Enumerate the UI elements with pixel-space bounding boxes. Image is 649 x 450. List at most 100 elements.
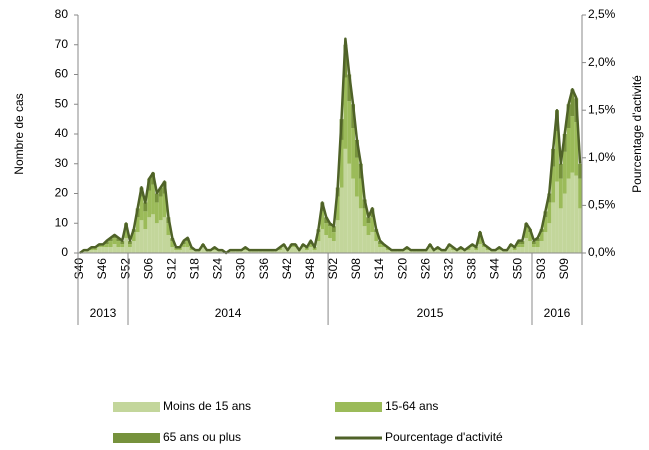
bar: [120, 244, 125, 248]
bar: [104, 241, 109, 245]
bar: [524, 238, 529, 253]
bar: [124, 238, 129, 253]
bar: [139, 220, 144, 253]
bar: [331, 226, 336, 233]
bar: [428, 247, 432, 253]
bar: [358, 178, 363, 209]
bar: [578, 178, 582, 209]
bar: [131, 232, 136, 242]
bar: [351, 178, 356, 253]
bar: [470, 247, 475, 253]
bar: [539, 241, 544, 253]
x-tick-label: S02: [326, 258, 340, 280]
bar: [362, 226, 367, 253]
bar: [451, 250, 456, 253]
bar: [405, 250, 409, 253]
bar: [147, 217, 152, 253]
x-tick-label: S18: [188, 258, 202, 280]
bar: [574, 122, 579, 176]
bar: [204, 250, 209, 253]
bar: [239, 250, 244, 253]
bar: [497, 250, 502, 253]
bar: [143, 202, 148, 212]
x-tick-label: S38: [465, 258, 479, 280]
bar: [551, 166, 556, 203]
bar: [174, 250, 179, 253]
bar: [535, 238, 540, 242]
bar: [378, 241, 382, 245]
x-tick-label: S26: [418, 258, 432, 280]
bar: [89, 250, 94, 253]
x-tick-label: S03: [534, 258, 548, 280]
y-tick-label: 70: [55, 37, 69, 51]
bar: [562, 151, 567, 194]
bar: [366, 223, 371, 236]
x-tick-label: S08: [349, 258, 363, 280]
bar: [335, 220, 340, 253]
bar: [178, 250, 182, 253]
bar: [158, 220, 163, 253]
bar: [331, 241, 336, 253]
bar: [251, 250, 255, 253]
bar: [489, 250, 494, 253]
x-tick-label: S50: [511, 258, 525, 280]
bar: [412, 250, 417, 253]
x-tick-label: S32: [441, 258, 455, 280]
legend-label: Moins de 15 ans: [163, 399, 251, 413]
legend-swatch: [335, 402, 382, 412]
bar: [370, 217, 375, 233]
bar: [181, 247, 186, 253]
x-group-label: 2015: [417, 306, 444, 320]
bar: [151, 184, 155, 215]
bar: [316, 241, 321, 253]
bar: [385, 250, 390, 253]
bar: [320, 229, 325, 253]
bar: [131, 241, 136, 253]
y-tick-label: 30: [55, 156, 69, 170]
bar: [308, 244, 313, 248]
bar: [128, 244, 132, 248]
bar: [547, 202, 552, 224]
bar: [320, 211, 325, 230]
bar: [335, 196, 340, 221]
bar: [528, 241, 532, 253]
bar: [108, 247, 113, 253]
bar: [555, 131, 559, 182]
bar: [558, 163, 563, 179]
x-tick-label: S12: [164, 258, 178, 280]
bar: [289, 247, 294, 253]
bar: [154, 202, 159, 224]
bar: [443, 250, 448, 253]
bar: [455, 250, 459, 253]
bar: [558, 178, 563, 209]
bar: [539, 232, 544, 242]
bar: [193, 250, 198, 253]
bar: [535, 247, 540, 253]
bar: [101, 247, 105, 253]
bar: [424, 250, 429, 253]
bar: [120, 247, 125, 253]
bar: [201, 247, 205, 253]
bar: [566, 104, 571, 129]
bar: [108, 241, 113, 248]
x-tick-label: S52: [118, 258, 132, 280]
bar: [355, 196, 359, 253]
bar: [558, 208, 563, 253]
bar: [254, 250, 259, 253]
bar: [304, 250, 309, 253]
bar: [374, 241, 379, 253]
bar: [551, 202, 556, 253]
bar: [543, 232, 548, 253]
bar: [355, 139, 359, 158]
bar: [166, 223, 171, 236]
x-tick-label: S48: [303, 258, 317, 280]
bar: [135, 232, 140, 253]
x-group-label: 2016: [544, 306, 571, 320]
bar: [258, 250, 263, 253]
bar: [247, 250, 252, 253]
bar: [393, 250, 398, 253]
bar: [347, 74, 352, 102]
bar: [481, 247, 486, 253]
bar: [458, 250, 463, 253]
y2-tick-label: 0,0%: [588, 245, 616, 259]
